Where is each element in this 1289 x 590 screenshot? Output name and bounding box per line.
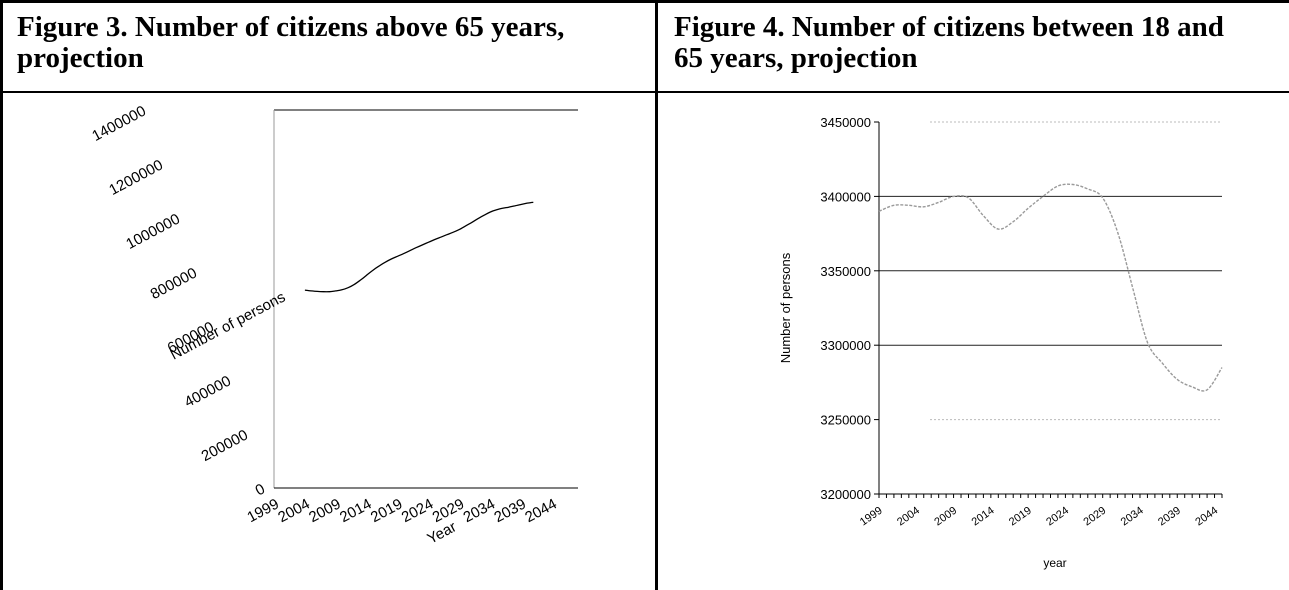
y-tick-label: 1000000 (123, 211, 183, 253)
x-tick-label: 2044 (522, 496, 559, 527)
x-tick-label: 2044 (1193, 505, 1220, 529)
x-tick-label: 2004 (895, 505, 922, 529)
y-tick-label: 0 (253, 481, 268, 500)
y-axis-title: Number of persons (778, 252, 793, 363)
x-axis-title: Year (425, 518, 460, 547)
x-tick-label: 1999 (858, 505, 885, 529)
figure-4-title-line-2: 65 years, projection (674, 42, 918, 74)
x-tick-label: 2029 (1081, 505, 1108, 529)
x-tick-label: 2019 (1007, 505, 1034, 529)
y-tick-label: 1400000 (89, 103, 149, 145)
y-tick-label: 3350000 (820, 264, 871, 279)
table-left-border (0, 0, 3, 590)
x-tick-label: 2039 (1156, 505, 1183, 529)
x-axis-title: year (1043, 556, 1066, 570)
y-tick-label: 400000 (182, 373, 234, 412)
series-line (304, 201, 534, 293)
figure-3-title: Figure 3. Number of citizens above 65 ye… (17, 12, 564, 74)
y-tick-label: 800000 (148, 265, 200, 304)
header-row-divider (0, 91, 1289, 93)
figure-4-title: Figure 4. Number of citizens between 18 … (674, 12, 1224, 74)
y-tick-label: 3300000 (820, 338, 871, 353)
x-tick-label: 2024 (1044, 505, 1071, 529)
y-tick-label: 3450000 (820, 115, 871, 130)
y-tick-label: 3400000 (820, 189, 871, 204)
y-tick-label: 3200000 (820, 487, 871, 502)
x-tick-label: 2034 (1119, 505, 1146, 529)
x-tick-label: 2014 (970, 505, 997, 529)
figure-4-chart: 3200000 3250000 3300000 3350000 3400000 34500… (778, 115, 1223, 570)
y-axis-title: Number of persons (168, 289, 289, 364)
figure-3-title-line-1: Figure 3. Number of citizens above 65 ye… (17, 11, 565, 43)
figure-4-title-line-1: Figure 4. Number of citizens between 18 … (674, 11, 1224, 43)
table-top-border (0, 0, 1289, 3)
figure-3-chart: 0200000400000600000800000100000012000001… (89, 103, 578, 548)
figure-3-title-line-2: projection (17, 42, 144, 74)
y-tick-label: 200000 (199, 427, 251, 466)
x-tick-label: 2009 (932, 505, 959, 529)
y-tick-label: 1200000 (106, 157, 166, 199)
y-tick-label: 3250000 (820, 413, 871, 428)
series-line (878, 183, 1223, 392)
table-middle-divider (655, 0, 658, 590)
